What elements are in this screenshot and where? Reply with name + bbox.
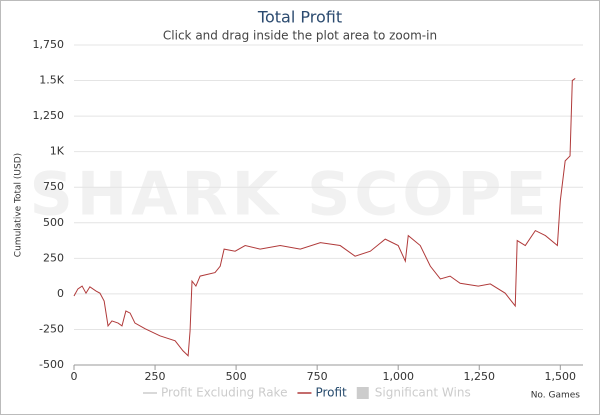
legend-label[interactable]: Significant Wins: [375, 386, 471, 400]
x-tick-label: 500: [226, 370, 247, 383]
y-tick-label: -500: [39, 358, 64, 371]
x-tick-label: 250: [145, 370, 166, 383]
y-tick-label: -250: [39, 322, 64, 335]
x-tick-label: 750: [307, 370, 328, 383]
x-tick-label: 1,000: [382, 370, 414, 383]
series-line: [73, 78, 576, 357]
x-tick-label: 1,500: [545, 370, 577, 383]
y-tick-label: 0: [57, 287, 64, 300]
legend-symbol: [356, 387, 369, 399]
watermark: SHARK SCOPE: [30, 160, 551, 230]
y-tick-label: 1,250: [33, 109, 65, 122]
chart-subtitle: Click and drag inside the plot area to z…: [163, 29, 437, 43]
y-tick-label: 1.5K: [39, 74, 64, 87]
legend-label[interactable]: Profit: [315, 386, 347, 400]
y-tick-label: 250: [43, 251, 64, 264]
x-axis-label: No. Games: [531, 391, 581, 401]
y-tick-label: 1K: [50, 145, 65, 158]
y-tick-label: 750: [43, 180, 64, 193]
x-tick-label: 0: [71, 370, 78, 383]
legend-label[interactable]: Profit Excluding Rake: [161, 386, 287, 400]
y-tick-label: 1,750: [33, 38, 65, 51]
x-tick-label: 1,250: [464, 370, 496, 383]
y-tick-label: 500: [43, 216, 64, 229]
y-axis-label: Cumulative Total (USD): [14, 153, 24, 257]
chart-title: Total Profit: [257, 8, 342, 27]
